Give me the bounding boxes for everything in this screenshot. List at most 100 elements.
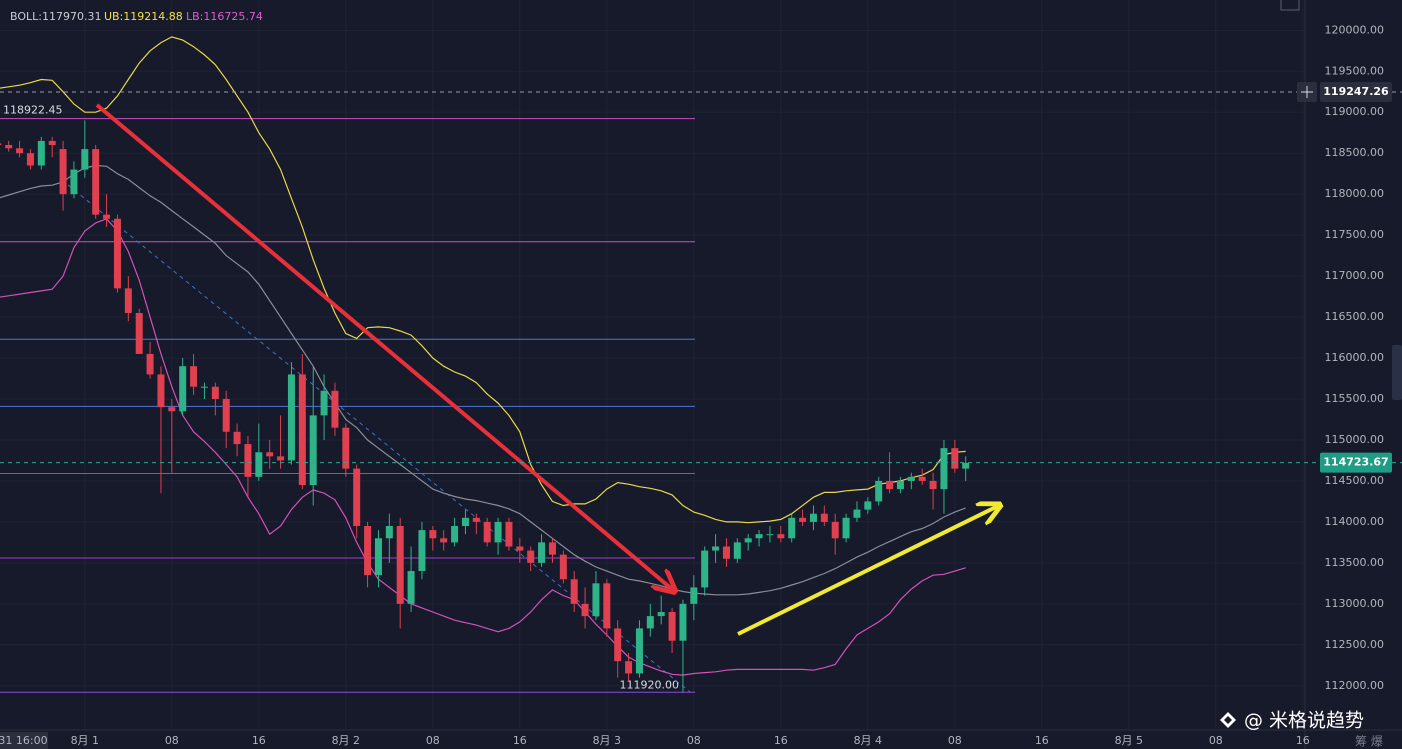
candle-body: [820, 513, 828, 522]
candle-body: [516, 546, 524, 551]
y-tick-label: 119500.00: [1325, 64, 1385, 77]
candle-body: [418, 530, 426, 572]
y-tick-label: 112000.00: [1325, 679, 1385, 692]
candle-body: [527, 550, 535, 563]
x-tick-label: 16: [252, 734, 266, 747]
corner-text: 筹 爆: [1355, 735, 1383, 749]
indicator-label: BOLL:117970.31: [10, 10, 101, 23]
scroll-handle[interactable]: [1392, 345, 1402, 400]
y-tick-label: 119000.00: [1325, 105, 1385, 118]
candle-body: [831, 521, 839, 539]
candle-body: [244, 444, 252, 477]
candle-body: [168, 407, 176, 412]
candle-body: [766, 534, 774, 536]
band-line: [0, 164, 966, 596]
x-tick-label: 8月 2: [332, 734, 361, 747]
candle-body: [342, 427, 350, 469]
y-tick-label: 114000.00: [1325, 515, 1385, 528]
x-tick-label: 16: [1296, 734, 1310, 747]
candle-body: [255, 452, 263, 477]
x-tick-label: 08: [687, 734, 701, 747]
candle-body: [679, 603, 687, 641]
bands: [0, 36, 966, 676]
candle-body: [233, 431, 241, 445]
x-tick-label: 8月 3: [593, 734, 622, 747]
candle-body: [320, 390, 328, 416]
candle-body: [962, 462, 970, 469]
candle-body: [92, 149, 100, 215]
candle-body: [494, 521, 502, 543]
candle-body: [744, 538, 752, 543]
candle-body: [625, 661, 633, 674]
price-tag-label: 119247.26: [1323, 85, 1389, 98]
candle-body: [635, 628, 643, 674]
y-tick-label: 113000.00: [1325, 597, 1385, 610]
level-label: 111920.00: [620, 678, 680, 691]
y-tick-label: 114500.00: [1325, 474, 1385, 487]
y-tick-label: 118500.00: [1325, 146, 1385, 159]
candle-body: [113, 218, 121, 289]
candle-body: [5, 145, 13, 149]
candle-body: [733, 542, 741, 559]
candle-body: [298, 374, 306, 486]
up-arrow: [737, 506, 998, 636]
candle-body: [222, 399, 230, 432]
crosshair-icon: [1301, 85, 1313, 98]
candle-body: [505, 521, 513, 547]
candle-body: [37, 140, 45, 166]
candle-body: [570, 579, 578, 604]
candle-body: [287, 374, 295, 461]
candle-body: [951, 448, 959, 469]
y-tick-label: 115000.00: [1325, 433, 1385, 446]
candle-body: [646, 616, 654, 629]
y-tick-label: 118000.00: [1325, 187, 1385, 200]
candle-body: [211, 386, 219, 400]
candle-body: [429, 530, 437, 539]
candle-body: [842, 517, 850, 539]
x-tick-label: 08: [165, 734, 179, 747]
y-tick-label: 117500.00: [1325, 228, 1385, 241]
candle-body: [777, 534, 785, 539]
candle-body: [853, 509, 861, 518]
candle-body: [374, 538, 382, 576]
candle-body: [799, 517, 807, 522]
candle-body: [26, 153, 34, 166]
candle-body: [581, 603, 589, 617]
x-tick-box: [0, 732, 48, 749]
candle-body: [461, 517, 469, 526]
price-tags: 119247.26 114723.67: [0, 81, 1402, 473]
axes: 112000.00 112500.00 113000.00 113500.00 1140…: [0, 23, 1384, 749]
candle-body: [592, 583, 600, 617]
candle-body: [907, 476, 915, 481]
candles: [0, 120, 970, 693]
candle-body: [483, 521, 491, 543]
price-tag-label: 114723.67: [1323, 456, 1388, 469]
candle-body: [407, 571, 415, 604]
candle-body: [886, 480, 894, 490]
candle-body: [472, 517, 480, 522]
x-tick-label: 16: [774, 734, 788, 747]
candle-body: [788, 517, 796, 539]
candle-body: [864, 501, 872, 510]
toolbar-icon[interactable]: [1280, 0, 1300, 11]
candle-body: [712, 546, 720, 551]
candle-body: [896, 480, 904, 490]
y-tick-label: 120000.00: [1325, 23, 1385, 36]
indicator-lb: LB:116725.74: [186, 10, 263, 23]
down-arrow: [95, 103, 673, 590]
indicator-ub: UB:119214.88: [104, 10, 183, 23]
candle-body: [190, 366, 198, 387]
candle-body: [385, 525, 393, 539]
candle-body: [603, 583, 611, 629]
candle-body: [668, 612, 676, 641]
band-line: [0, 218, 966, 676]
price-tag: [1320, 81, 1392, 102]
x-tick-label: 8月 4: [854, 734, 883, 747]
candle-body: [277, 456, 285, 461]
candle-body: [124, 288, 132, 313]
candle-body: [657, 612, 665, 617]
candle-body: [451, 525, 459, 543]
x-tick-label: 08: [948, 734, 962, 747]
candle-body: [755, 534, 763, 539]
